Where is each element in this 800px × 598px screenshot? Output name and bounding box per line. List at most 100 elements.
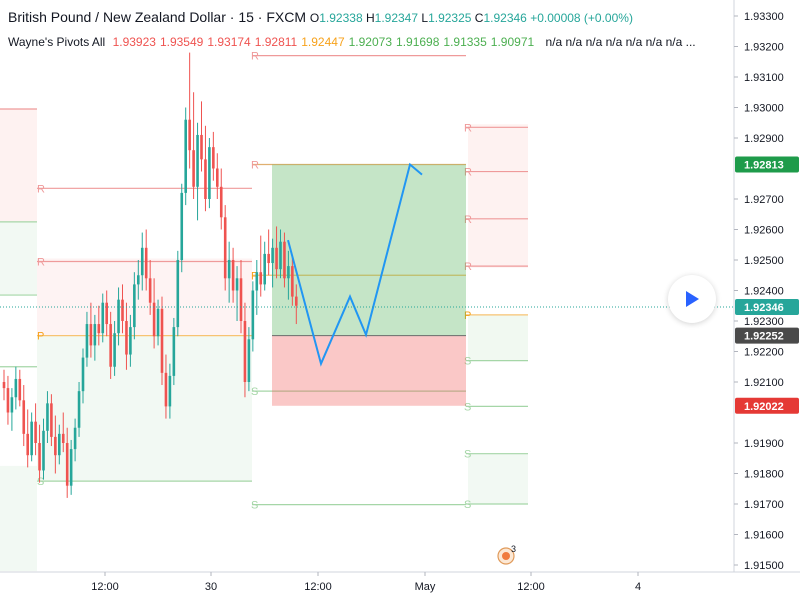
pivot-label: R <box>464 214 472 226</box>
candle-body <box>129 327 132 355</box>
price-tick-label: 1.93100 <box>744 72 784 84</box>
candle-body <box>77 391 81 428</box>
pivot-value-4: 1.92447 <box>301 35 345 49</box>
candle-body <box>196 134 199 187</box>
candle-body <box>243 321 247 382</box>
time-tick-label: 12:00 <box>91 581 119 593</box>
candle-body <box>93 324 97 346</box>
pivot-label: R <box>251 160 259 172</box>
projection-path <box>287 162 423 367</box>
candle-body <box>152 302 156 337</box>
candle-body <box>251 290 255 340</box>
time-tick-label: 4 <box>635 581 641 593</box>
candle-body <box>10 397 14 413</box>
candle-body <box>223 217 227 279</box>
pivot-label: S <box>464 401 471 413</box>
candle-body <box>30 421 33 456</box>
pivot-value-7: 1.91335 <box>443 35 487 49</box>
price-tick-label: 1.92400 <box>744 286 784 298</box>
candle-body <box>212 147 215 169</box>
price-tick-label: 1.93000 <box>744 103 784 115</box>
candle-body <box>164 372 168 407</box>
candle-body <box>22 400 26 434</box>
candle-body <box>235 278 239 291</box>
time-tick-label: 30 <box>205 581 217 593</box>
symbol-header: British Pound / New Zealand Dollar · 15 … <box>8 9 633 25</box>
candle-body <box>219 186 223 218</box>
candle-body <box>125 321 128 355</box>
pivot-label: S <box>251 500 258 512</box>
economic-event-icon[interactable] <box>496 546 516 566</box>
open-value: 1.92338 <box>319 11 363 25</box>
pivot-zone <box>468 314 528 361</box>
time-tick-label: 12:00 <box>517 581 545 593</box>
pivot-zone <box>468 124 528 268</box>
indicator-name[interactable]: Wayne's Pivots All <box>8 35 106 49</box>
pivot-zone <box>0 109 37 222</box>
position-target-zone <box>272 164 466 336</box>
price-tick-label: 1.92900 <box>744 133 784 145</box>
pivot-value-1: 1.93549 <box>159 35 204 49</box>
candle-body <box>275 247 278 270</box>
candle-body <box>188 119 191 151</box>
indicator-values: 1.93923 1.93549 1.93174 1.92811 1.92447 1.920… <box>113 35 539 49</box>
pivot-value-2: 1.93174 <box>207 35 251 49</box>
pivot-value-6: 1.91698 <box>396 35 440 49</box>
indicator-na-values: n/a n/a n/a n/a n/a n/a n/a ... <box>545 35 696 49</box>
candle-body <box>291 266 294 297</box>
low-value: 1.92325 <box>428 11 472 25</box>
candle-body <box>200 134 203 160</box>
candle-body <box>81 357 85 392</box>
change-value: +0.00008 (+0.00%) <box>530 11 633 25</box>
ohlc-values: O1.92338 H1.92347 L1.92325 C1.92346 +0.0… <box>309 11 633 25</box>
candle-body <box>73 427 77 450</box>
time-tick-label: May <box>415 581 436 593</box>
pivot-label: S <box>37 476 44 488</box>
candle-body <box>231 260 235 291</box>
pivot-label: R <box>464 261 472 273</box>
replay-play-button[interactable] <box>668 275 716 323</box>
symbol-title[interactable]: British Pound / New Zealand Dollar · 15 … <box>8 9 306 25</box>
price-tick-label: 1.92600 <box>744 225 784 237</box>
candle-body <box>227 260 231 279</box>
candle-body <box>14 378 18 398</box>
candle-body <box>180 192 184 260</box>
candle-body <box>69 449 73 486</box>
candle-body <box>65 443 69 486</box>
candle-body <box>208 147 211 199</box>
candle-body <box>97 324 101 334</box>
candle-body <box>109 324 112 367</box>
event-count: 3 <box>511 544 517 554</box>
price-tick-label: 1.92100 <box>744 377 784 389</box>
candle-body <box>85 324 89 358</box>
candle-body <box>58 433 61 456</box>
candle-body <box>283 241 286 279</box>
candle-body <box>148 278 152 303</box>
pivot-value-0: 1.93923 <box>112 35 156 49</box>
candle-body <box>267 253 270 264</box>
candle-body <box>2 382 6 389</box>
candle-body <box>168 375 172 407</box>
candle-body <box>117 299 120 334</box>
price-tick-label: 1.91700 <box>744 499 784 511</box>
candle-body <box>105 302 108 325</box>
candle-body <box>255 272 259 291</box>
pivot-zone <box>37 258 252 336</box>
candle-body <box>271 247 274 264</box>
price-tick-label: 1.93300 <box>744 11 784 23</box>
candle-body <box>279 241 282 270</box>
candle-body <box>61 433 65 443</box>
price-tick-label: 1.92200 <box>744 347 784 359</box>
price-tick-label: 1.93200 <box>744 42 784 54</box>
time-tick-label: 12:00 <box>304 581 332 593</box>
candle-body <box>34 421 37 443</box>
pivot-zone <box>468 453 528 504</box>
pivot-label: R <box>464 167 472 179</box>
price-badge <box>735 156 799 173</box>
candle-body <box>172 327 176 376</box>
candle-body <box>287 266 290 279</box>
pivot-label: P <box>251 270 258 282</box>
candle-body <box>38 443 41 471</box>
